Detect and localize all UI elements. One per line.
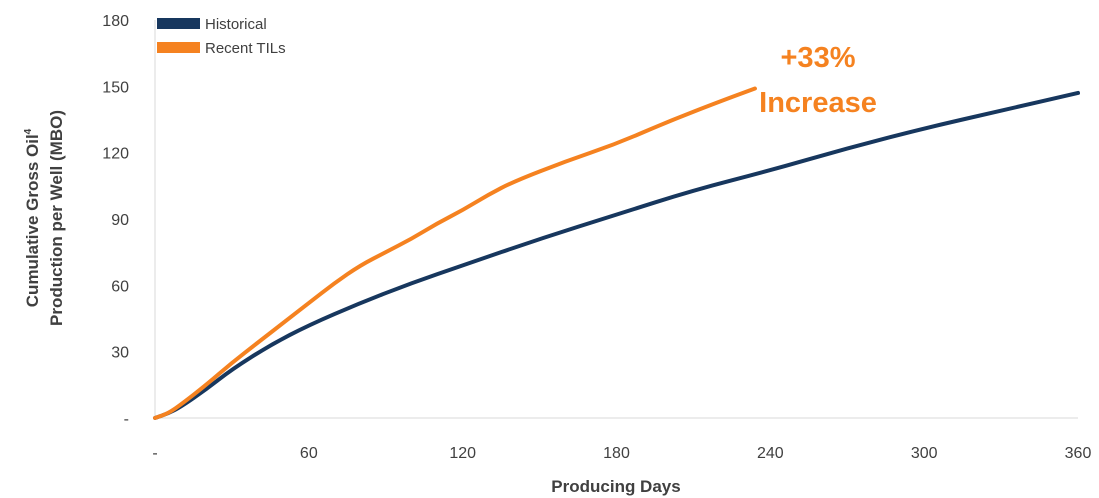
y-tick-label: 60 — [111, 278, 129, 295]
series — [153, 86, 1080, 420]
x-axis-ticks: - 60 120 180 240 300 360 — [152, 445, 1091, 462]
legend: Historical Recent TILs — [157, 16, 286, 57]
y-tick-label: 150 — [102, 79, 129, 96]
y-tick-label: 120 — [102, 146, 129, 163]
svg-text:Cumulative Gross Oil4: Cumulative Gross Oil4 — [23, 128, 42, 307]
x-tick-label: 120 — [449, 445, 476, 462]
legend-label-historical: Historical — [205, 16, 267, 33]
x-tick-label: 180 — [603, 445, 630, 462]
x-tick-label: 60 — [300, 445, 318, 462]
x-tick-label: 360 — [1065, 445, 1092, 462]
y-axis-title-superscript: 4 — [23, 128, 34, 134]
series-line-historical — [153, 90, 1080, 420]
legend-label-recent-tils: Recent TILs — [205, 40, 286, 57]
x-axis-title: Producing Days — [551, 477, 680, 496]
annotation-percent: +33% — [781, 42, 856, 74]
axes — [154, 20, 1078, 419]
legend-swatch-recent-tils — [157, 42, 200, 53]
y-axis-title-line2: Production per Well (MBO) — [47, 110, 66, 326]
y-axis-title: Cumulative Gross Oil4 Production per Wel… — [23, 110, 66, 326]
y-axis-ticks: - 30 60 90 120 150 180 — [102, 13, 129, 428]
y-axis-title-line1: Cumulative Gross Oil — [23, 134, 42, 307]
y-tick-label: 30 — [111, 345, 129, 362]
y-tick-label: 90 — [111, 212, 129, 229]
y-tick-label: - — [124, 411, 129, 428]
legend-swatch-historical — [157, 18, 200, 29]
x-tick-label: - — [152, 445, 157, 462]
x-tick-label: 300 — [911, 445, 938, 462]
series-line-recent-tils — [153, 86, 757, 420]
x-tick-label: 240 — [757, 445, 784, 462]
y-tick-label: 180 — [102, 13, 129, 30]
annotation-increase: Increase — [759, 87, 877, 119]
